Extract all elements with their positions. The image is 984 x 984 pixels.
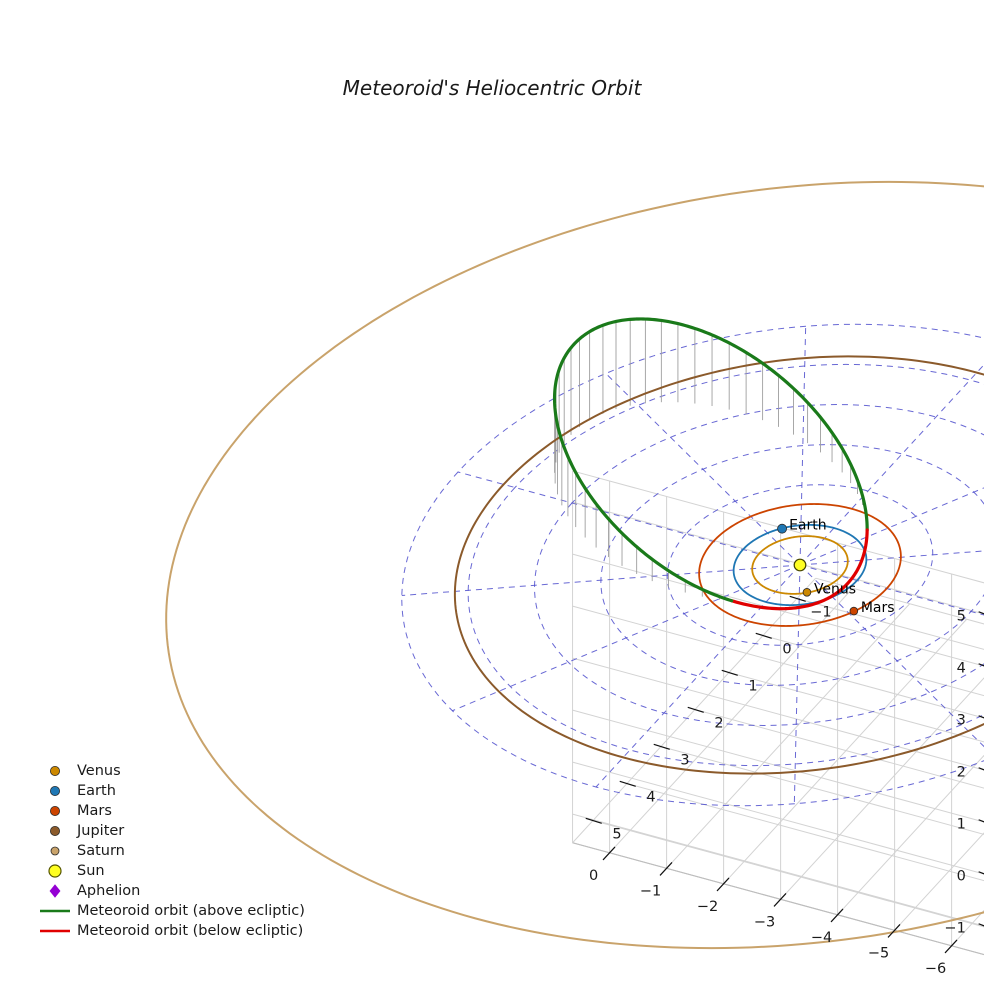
- orbit-venus: [751, 535, 849, 595]
- legend-item-jupiter[interactable]: Jupiter: [50, 823, 124, 839]
- aphelion-marker-icon: [49, 884, 61, 898]
- ztick-5-mark: [978, 611, 984, 615]
- orbit-jupiter: [453, 355, 984, 775]
- xtick--4-label: −4: [811, 930, 832, 946]
- orbit-earth: [732, 523, 868, 607]
- ytick--1-label: −1: [810, 605, 831, 621]
- ztick-4-label: 4: [957, 661, 966, 677]
- legend-label-8: Meteoroid orbit (below ecliptic): [77, 923, 303, 939]
- label-earth: Earth: [789, 518, 827, 534]
- ytick-1-mark: [721, 669, 738, 676]
- ztick--1-mark: [978, 923, 984, 927]
- meteoroid-orbit: [552, 317, 869, 611]
- ytick-0-mark: [755, 632, 772, 639]
- ytick-2-label: 2: [714, 716, 723, 732]
- ytick-5-label: 5: [612, 827, 621, 843]
- meteoroid-orbit-above: [591, 317, 869, 532]
- marker-earth: [777, 523, 787, 534]
- legend-item-venus[interactable]: Venus: [50, 763, 121, 779]
- legend-item-meteoroid-orbit-above-ecliptic[interactable]: Meteoroid orbit (above ecliptic): [40, 903, 305, 919]
- ytick-1-label: 1: [748, 679, 757, 695]
- ztick-1-label: 1: [957, 817, 966, 833]
- marker-venus: [802, 588, 812, 597]
- ztick-0-mark: [978, 871, 984, 875]
- jupiter-marker-icon: [50, 826, 61, 837]
- meteoroid-orbit-above: [552, 328, 734, 603]
- xtick--3-label: −3: [754, 914, 775, 930]
- ztick-5-label: 5: [957, 609, 966, 625]
- xtick-0-mark: [602, 846, 616, 861]
- legend-item-sun[interactable]: Sun: [48, 863, 105, 879]
- ztick-2-mark: [978, 767, 984, 771]
- xtick-0-label: 0: [589, 868, 598, 884]
- label-mars: Mars: [861, 600, 895, 616]
- xtick--6-label: −6: [925, 961, 946, 977]
- ytick-3-mark: [653, 743, 670, 750]
- legend-item-aphelion[interactable]: Aphelion: [49, 883, 140, 899]
- xtick--3-mark: [773, 893, 787, 907]
- ytick--1-mark: [789, 595, 806, 602]
- xtick--6-mark: [944, 939, 958, 954]
- ytick-4-label: 4: [646, 790, 655, 806]
- legend-item-mars[interactable]: Mars: [50, 803, 112, 819]
- legend-label-3: Jupiter: [76, 823, 124, 839]
- ytick-3-label: 3: [680, 753, 689, 769]
- xtick--5-label: −5: [868, 945, 889, 961]
- ztick-2-label: 2: [957, 765, 966, 781]
- legend-label-7: Meteoroid orbit (above ecliptic): [77, 903, 305, 919]
- legend-label-4: Saturn: [77, 843, 125, 859]
- ytick-5-mark: [585, 817, 602, 824]
- ztick-3-mark: [978, 715, 984, 719]
- ytick-2-mark: [687, 706, 704, 713]
- xtick--1-label: −1: [640, 883, 661, 899]
- orbit-stem-lines: [554, 319, 867, 600]
- xtick--2-label: −2: [697, 899, 718, 915]
- orbit-mars: [698, 503, 902, 627]
- legend-label-2: Mars: [77, 803, 112, 819]
- ztick-3-label: 3: [957, 713, 966, 729]
- ztick-0-label: 0: [957, 869, 966, 885]
- ytick-4-mark: [619, 780, 636, 787]
- planet-orbits: [165, 180, 984, 950]
- legend-item-meteoroid-orbit-below-ecliptic[interactable]: Meteoroid orbit (below ecliptic): [40, 923, 303, 939]
- legend: Venus Earth Mars Jupiter Saturn Sun Aphelion Me…: [40, 763, 305, 939]
- mars-marker-icon: [50, 806, 61, 817]
- legend-item-saturn[interactable]: Saturn: [50, 843, 125, 859]
- legend-label-6: Aphelion: [77, 883, 140, 899]
- legend-label-0: Venus: [77, 763, 121, 779]
- xtick--4-mark: [830, 908, 844, 923]
- xtick--2-mark: [716, 877, 730, 892]
- meteoroid-orbit-below: [730, 528, 869, 611]
- legend-label-5: Sun: [77, 863, 105, 879]
- axis-ticks: −6 −5 −4 −3 −2 −1 0 −1 0 1 2 3 4 5 −1 0 1 2 3 4 5: [585, 595, 984, 977]
- ztick-4-mark: [978, 663, 984, 667]
- xtick--5-mark: [887, 924, 901, 938]
- page-title: Meteoroid's Heliocentric Orbit: [343, 76, 643, 100]
- ztick--1-label: −1: [944, 921, 965, 937]
- ztick-1-mark: [978, 819, 984, 823]
- xtick--1-mark: [659, 862, 673, 876]
- label-venus: Venus: [814, 581, 856, 597]
- saturn-marker-icon: [50, 846, 60, 856]
- sun-marker-icon: [48, 864, 62, 878]
- ytick-0-label: 0: [782, 642, 791, 658]
- orbit-saturn: [165, 180, 984, 950]
- marker-mars: [849, 606, 859, 616]
- earth-marker-icon: [50, 786, 61, 797]
- legend-label-1: Earth: [77, 783, 116, 799]
- body-markers: Venus Earth Mars: [777, 518, 895, 616]
- venus-marker-icon: [50, 766, 61, 777]
- legend-item-earth[interactable]: Earth: [50, 783, 116, 799]
- marker-sun: [793, 558, 807, 572]
